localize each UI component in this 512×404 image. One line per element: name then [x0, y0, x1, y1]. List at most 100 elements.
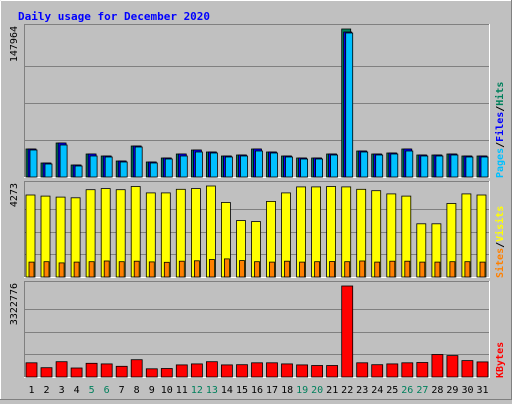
- x-tick-label-11: 11: [176, 385, 188, 396]
- bar-visits-sites-3: [58, 262, 65, 278]
- x-tick-label-17: 17: [266, 385, 278, 396]
- bar-visits-sites-16: [254, 261, 260, 278]
- bar-kbytes-kbytes-17: [266, 362, 278, 378]
- x-tick-label-1: 1: [28, 385, 34, 396]
- x-tick-label-7: 7: [119, 385, 125, 396]
- legend-separator: /: [495, 142, 506, 148]
- bar-hits-pages-18: [285, 156, 293, 178]
- x-tick-label-31: 31: [476, 385, 488, 396]
- x-tick-label-30: 30: [461, 385, 473, 396]
- x-tick-label-2: 2: [43, 385, 49, 396]
- bar-hits-pages-17: [270, 152, 278, 178]
- bar-hits-pages-11: [179, 155, 188, 178]
- bar-visits-sites-1: [28, 261, 35, 278]
- x-tick-label-28: 28: [431, 385, 443, 396]
- legend-item-kbytes: KBytes: [495, 342, 506, 378]
- bar-kbytes-kbytes-28: [431, 354, 444, 378]
- bar-hits-pages-20: [315, 158, 324, 178]
- bar-hits-pages-14: [224, 156, 233, 178]
- bar-kbytes-kbytes-25: [386, 363, 399, 378]
- chart-title: Daily usage for December 2020: [18, 10, 210, 23]
- bar-visits-sites-10: [163, 261, 170, 278]
- x-tick-label-8: 8: [134, 385, 140, 396]
- bar-kbytes-kbytes-31: [476, 361, 489, 378]
- bar-kbytes-kbytes-27: [416, 362, 429, 378]
- bar-kbytes-kbytes-24: [371, 364, 384, 378]
- bar-visits-sites-7: [118, 261, 125, 278]
- bar-visits-sites-13: [208, 259, 215, 278]
- bar-kbytes-kbytes-19: [296, 364, 309, 378]
- legend-kbytes: KBytes: [495, 342, 506, 378]
- bar-kbytes-kbytes-23: [356, 362, 369, 378]
- bar-visits-sites-28: [434, 261, 441, 278]
- bar-hits-pages-23: [360, 151, 369, 178]
- bar-kbytes-kbytes-2: [40, 367, 53, 378]
- bar-hits-pages-31: [480, 156, 489, 178]
- bar-kbytes-kbytes-7: [115, 365, 128, 378]
- bar-kbytes-kbytes-18: [281, 363, 293, 378]
- legend-item-sites: Sites: [494, 248, 506, 278]
- bar-hits-pages-7: [119, 161, 128, 178]
- x-tick-label-16: 16: [251, 385, 263, 396]
- x-tick-label-4: 4: [74, 385, 80, 396]
- bar-visits-sites-24: [374, 261, 381, 278]
- bar-kbytes-kbytes-12: [190, 363, 203, 378]
- bar-kbytes-kbytes-13: [205, 361, 218, 378]
- bar-visits-sites-25: [389, 260, 396, 278]
- bar-visits-sites-18: [284, 260, 290, 278]
- bar-kbytes-kbytes-22: [341, 285, 354, 378]
- x-tick-label-9: 9: [149, 385, 155, 396]
- legend-item-hits: Hits: [494, 82, 506, 106]
- bar-visits-sites-23: [359, 260, 366, 278]
- bar-hits-pages-12: [194, 151, 203, 178]
- bar-visits-sites-2: [43, 261, 50, 278]
- x-tick-label-25: 25: [386, 385, 398, 396]
- bar-visits-sites-21: [329, 261, 336, 278]
- legend-separator: /: [495, 106, 506, 112]
- x-tick-label-14: 14: [221, 385, 233, 396]
- bar-hits-pages-25: [390, 153, 399, 178]
- bar-visits-sites-27: [419, 261, 426, 278]
- bar-visits-sites-4: [73, 261, 80, 278]
- legend-item-pages: Pages: [495, 148, 506, 178]
- bar-visits-sites-30: [464, 261, 471, 278]
- legend-separator: /: [495, 242, 506, 248]
- bar-hits-pages-26: [405, 150, 414, 178]
- bar-kbytes-kbytes-14: [220, 364, 233, 378]
- bar-hits-pages-29: [450, 154, 459, 178]
- plot-area-kbytes: [24, 281, 490, 378]
- bar-kbytes-kbytes-15: [236, 364, 248, 378]
- bar-visits-sites-6: [103, 260, 110, 278]
- legend-visits: Sites/Visits: [494, 206, 506, 278]
- bar-hits-pages-3: [59, 144, 68, 178]
- bar-kbytes-kbytes-3: [55, 361, 68, 378]
- bar-kbytes-kbytes-6: [100, 363, 113, 378]
- bar-kbytes-kbytes-16: [251, 362, 263, 378]
- bar-hits-pages-13: [209, 152, 218, 178]
- x-tick-label-3: 3: [59, 385, 65, 396]
- x-tick-label-6: 6: [104, 385, 110, 396]
- x-tick-label-26: 26: [401, 385, 413, 396]
- bar-hits-pages-9: [149, 162, 158, 178]
- bar-hits-pages-2: [44, 163, 53, 178]
- bar-kbytes-kbytes-11: [175, 364, 188, 378]
- y-max-label-visits: 4273: [9, 183, 20, 207]
- bar-kbytes-kbytes-20: [311, 365, 324, 378]
- bar-hits-pages-21: [330, 154, 339, 178]
- x-tick-label-5: 5: [89, 385, 95, 396]
- bar-visits-sites-14: [223, 258, 230, 278]
- bar-visits-sites-22: [344, 261, 351, 278]
- bar-visits-sites-17: [269, 261, 275, 278]
- y-max-label-kbytes: 3322776: [9, 283, 20, 325]
- x-tick-label-19: 19: [296, 385, 308, 396]
- bar-visits-sites-11: [178, 260, 185, 278]
- bar-kbytes-kbytes-29: [446, 355, 459, 378]
- bar-hits-pages-28: [435, 155, 444, 178]
- bar-kbytes-kbytes-5: [85, 362, 98, 378]
- bar-hits-pages-24: [375, 154, 384, 178]
- x-tick-label-13: 13: [206, 385, 218, 396]
- bar-kbytes-kbytes-8: [130, 359, 143, 378]
- bar-hits-pages-6: [104, 156, 113, 178]
- bar-hits-pages-19: [300, 158, 309, 178]
